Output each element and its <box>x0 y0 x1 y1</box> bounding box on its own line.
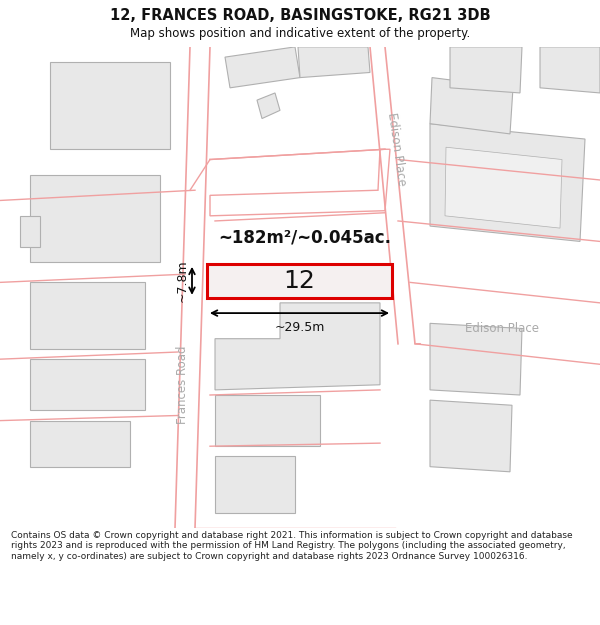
Bar <box>212 267 382 292</box>
Bar <box>50 62 170 149</box>
Polygon shape <box>215 303 380 390</box>
Bar <box>215 395 320 446</box>
Text: 12: 12 <box>284 269 316 293</box>
Text: 12, FRANCES ROAD, BASINGSTOKE, RG21 3DB: 12, FRANCES ROAD, BASINGSTOKE, RG21 3DB <box>110 8 490 23</box>
Polygon shape <box>298 47 370 78</box>
Polygon shape <box>445 148 562 228</box>
Text: Edison Place: Edison Place <box>465 322 539 335</box>
Bar <box>215 456 295 512</box>
Polygon shape <box>257 93 280 119</box>
Text: Contains OS data © Crown copyright and database right 2021. This information is : Contains OS data © Crown copyright and d… <box>11 531 572 561</box>
Polygon shape <box>430 400 512 472</box>
Polygon shape <box>430 78 513 134</box>
Bar <box>30 421 130 467</box>
Text: Frances Road: Frances Road <box>176 346 190 424</box>
Polygon shape <box>430 323 522 395</box>
Bar <box>30 359 145 411</box>
Bar <box>30 175 160 262</box>
Bar <box>30 282 145 349</box>
Polygon shape <box>540 47 600 93</box>
Polygon shape <box>430 124 585 241</box>
Polygon shape <box>207 264 392 298</box>
Polygon shape <box>450 47 522 93</box>
Text: Map shows position and indicative extent of the property.: Map shows position and indicative extent… <box>130 27 470 40</box>
Text: ~7.8m: ~7.8m <box>176 259 189 302</box>
Text: Edison Place: Edison Place <box>385 112 409 187</box>
Polygon shape <box>225 47 300 88</box>
Text: ~29.5m: ~29.5m <box>274 321 325 334</box>
Text: ~182m²/~0.045ac.: ~182m²/~0.045ac. <box>218 229 392 246</box>
Bar <box>20 216 40 246</box>
